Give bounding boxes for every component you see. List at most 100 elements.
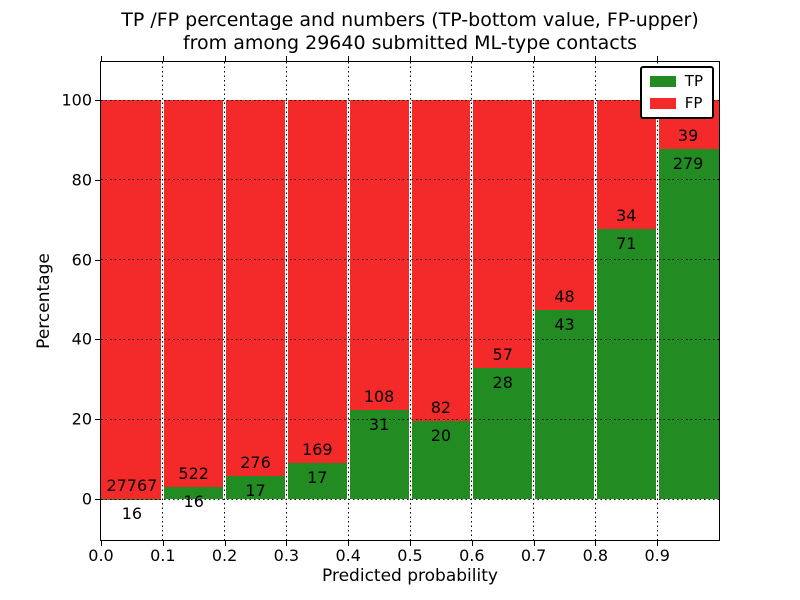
bar-tp-segment: [471, 367, 534, 499]
x-tick-mark-bottom: [471, 541, 473, 546]
bar-tp-segment: [162, 487, 225, 499]
vertical-gridline: [594, 62, 596, 540]
vertical-gridline: [471, 62, 473, 540]
x-tick-label: 0.1: [150, 546, 176, 565]
x-tick-mark-top: [286, 56, 288, 61]
vertical-gridline: [656, 62, 658, 540]
x-tick-mark-bottom: [348, 541, 350, 546]
vertical-gridline: [162, 62, 164, 540]
bar-tp-segment: [595, 229, 658, 499]
horizontal-gridline: [101, 99, 719, 101]
tp-color-swatch: [649, 76, 676, 87]
bar-fp-segment: [286, 100, 349, 463]
y-tick-label: 80: [71, 170, 92, 190]
x-tick-label: 0.3: [273, 546, 300, 565]
x-tick-mark-bottom: [101, 541, 102, 546]
y-tick-label: 100: [61, 90, 92, 110]
fp-count-label: 82: [430, 397, 452, 417]
fp-count-label: 27767: [106, 475, 158, 495]
x-tick-mark-top: [471, 56, 473, 61]
tp-count-label: 28: [492, 372, 513, 392]
plot-area: TP FP 27767 16 522 16 276 17 169 17 108 31 82 20 57 2…: [100, 61, 720, 541]
fp-count-label: 169: [302, 439, 333, 459]
bar-fp-segment: [471, 100, 534, 368]
y-tick-label: 60: [71, 250, 92, 270]
y-tick-mark: [95, 100, 100, 101]
x-tick-label: 0.8: [582, 546, 609, 565]
legend-item-fp: FP: [649, 94, 703, 112]
tp-count-label: 16: [121, 503, 143, 523]
bar-fp-segment: [162, 100, 225, 488]
legend: TP FP: [639, 66, 714, 119]
tp-count-label: 31: [368, 415, 390, 435]
x-tick-label: 0.4: [335, 546, 361, 565]
bar-fp-segment: [410, 100, 472, 421]
x-tick-mark-bottom: [410, 541, 411, 546]
x-tick-mark-top: [533, 56, 535, 61]
tp-count-label: 20: [430, 425, 452, 445]
x-tick-mark-top: [101, 56, 102, 61]
bar-tp-segment: [533, 310, 596, 499]
x-tick-label: 0.6: [459, 546, 485, 565]
x-tick-mark-top: [348, 56, 350, 61]
tp-count-label: 279: [672, 153, 704, 173]
horizontal-gridline: [101, 418, 719, 420]
x-tick-label: 0.0: [88, 546, 114, 565]
fp-count-label: 39: [677, 125, 699, 145]
bar-tp-segment: [348, 410, 410, 499]
bar-fp-segment: [224, 100, 287, 476]
y-tick-mark: [95, 179, 100, 181]
y-tick-mark: [95, 259, 100, 261]
bar-fp-segment: [348, 100, 410, 411]
fp-count-label: 522: [178, 464, 209, 484]
y-tick-mark: [95, 499, 100, 500]
chart-title-line2: from among 29640 submitted ML-type conta…: [182, 32, 638, 54]
bar-fp-segment: [533, 100, 596, 311]
bar-fp-segment: [595, 100, 658, 230]
legend-label-tp: TP: [684, 72, 703, 90]
x-tick-mark-top: [162, 56, 164, 61]
x-tick-mark-bottom: [595, 541, 597, 546]
fp-color-swatch: [649, 98, 676, 109]
x-tick-mark-bottom: [657, 541, 659, 546]
bar-tp-segment: [224, 475, 287, 499]
y-tick-label: 0: [81, 489, 92, 509]
x-tick-mark-bottom: [224, 541, 226, 546]
tp-count-label: 17: [245, 480, 266, 500]
x-tick-mark-top: [657, 56, 659, 61]
y-tick-label: 40: [71, 329, 92, 349]
chart-title-line1: TP /FP percentage and numbers (TP-bottom…: [121, 9, 699, 31]
tp-count-label: 71: [616, 234, 637, 254]
tp-count-label: 43: [554, 315, 575, 335]
tp-count-label: 16: [183, 492, 204, 512]
horizontal-gridline: [101, 259, 719, 261]
fp-count-label: 48: [554, 287, 575, 307]
fp-count-label: 276: [240, 452, 271, 472]
x-tick-mark-bottom: [286, 541, 288, 546]
x-tick-label: 0.7: [520, 546, 547, 565]
horizontal-gridline: [101, 498, 719, 500]
vertical-gridline: [224, 62, 226, 540]
y-tick-label: 20: [71, 409, 92, 429]
y-tick-mark: [95, 339, 100, 341]
tp-count-label: 17: [307, 467, 328, 487]
fp-count-label: 108: [363, 387, 395, 407]
chart-title: TP /FP percentage and numbers (TP-bottom…: [101, 9, 719, 55]
x-tick-mark-top: [410, 56, 411, 61]
bar-tp-segment: [410, 420, 472, 499]
x-tick-label: 0.5: [397, 546, 423, 565]
bar-tp-segment: [286, 462, 349, 499]
horizontal-gridline: [101, 179, 719, 181]
fp-count-label: 34: [616, 206, 637, 226]
x-tick-mark-bottom: [162, 541, 164, 546]
x-tick-label: 0.9: [644, 546, 670, 565]
x-tick-label: 0.2: [211, 546, 238, 565]
vertical-gridline: [347, 62, 349, 540]
x-tick-mark-bottom: [533, 541, 535, 546]
vertical-gridline: [533, 62, 535, 540]
bar-tp-segment: [657, 148, 719, 499]
vertical-gridline: [285, 62, 287, 540]
x-tick-mark-top: [595, 56, 597, 61]
legend-label-fp: FP: [684, 94, 703, 112]
